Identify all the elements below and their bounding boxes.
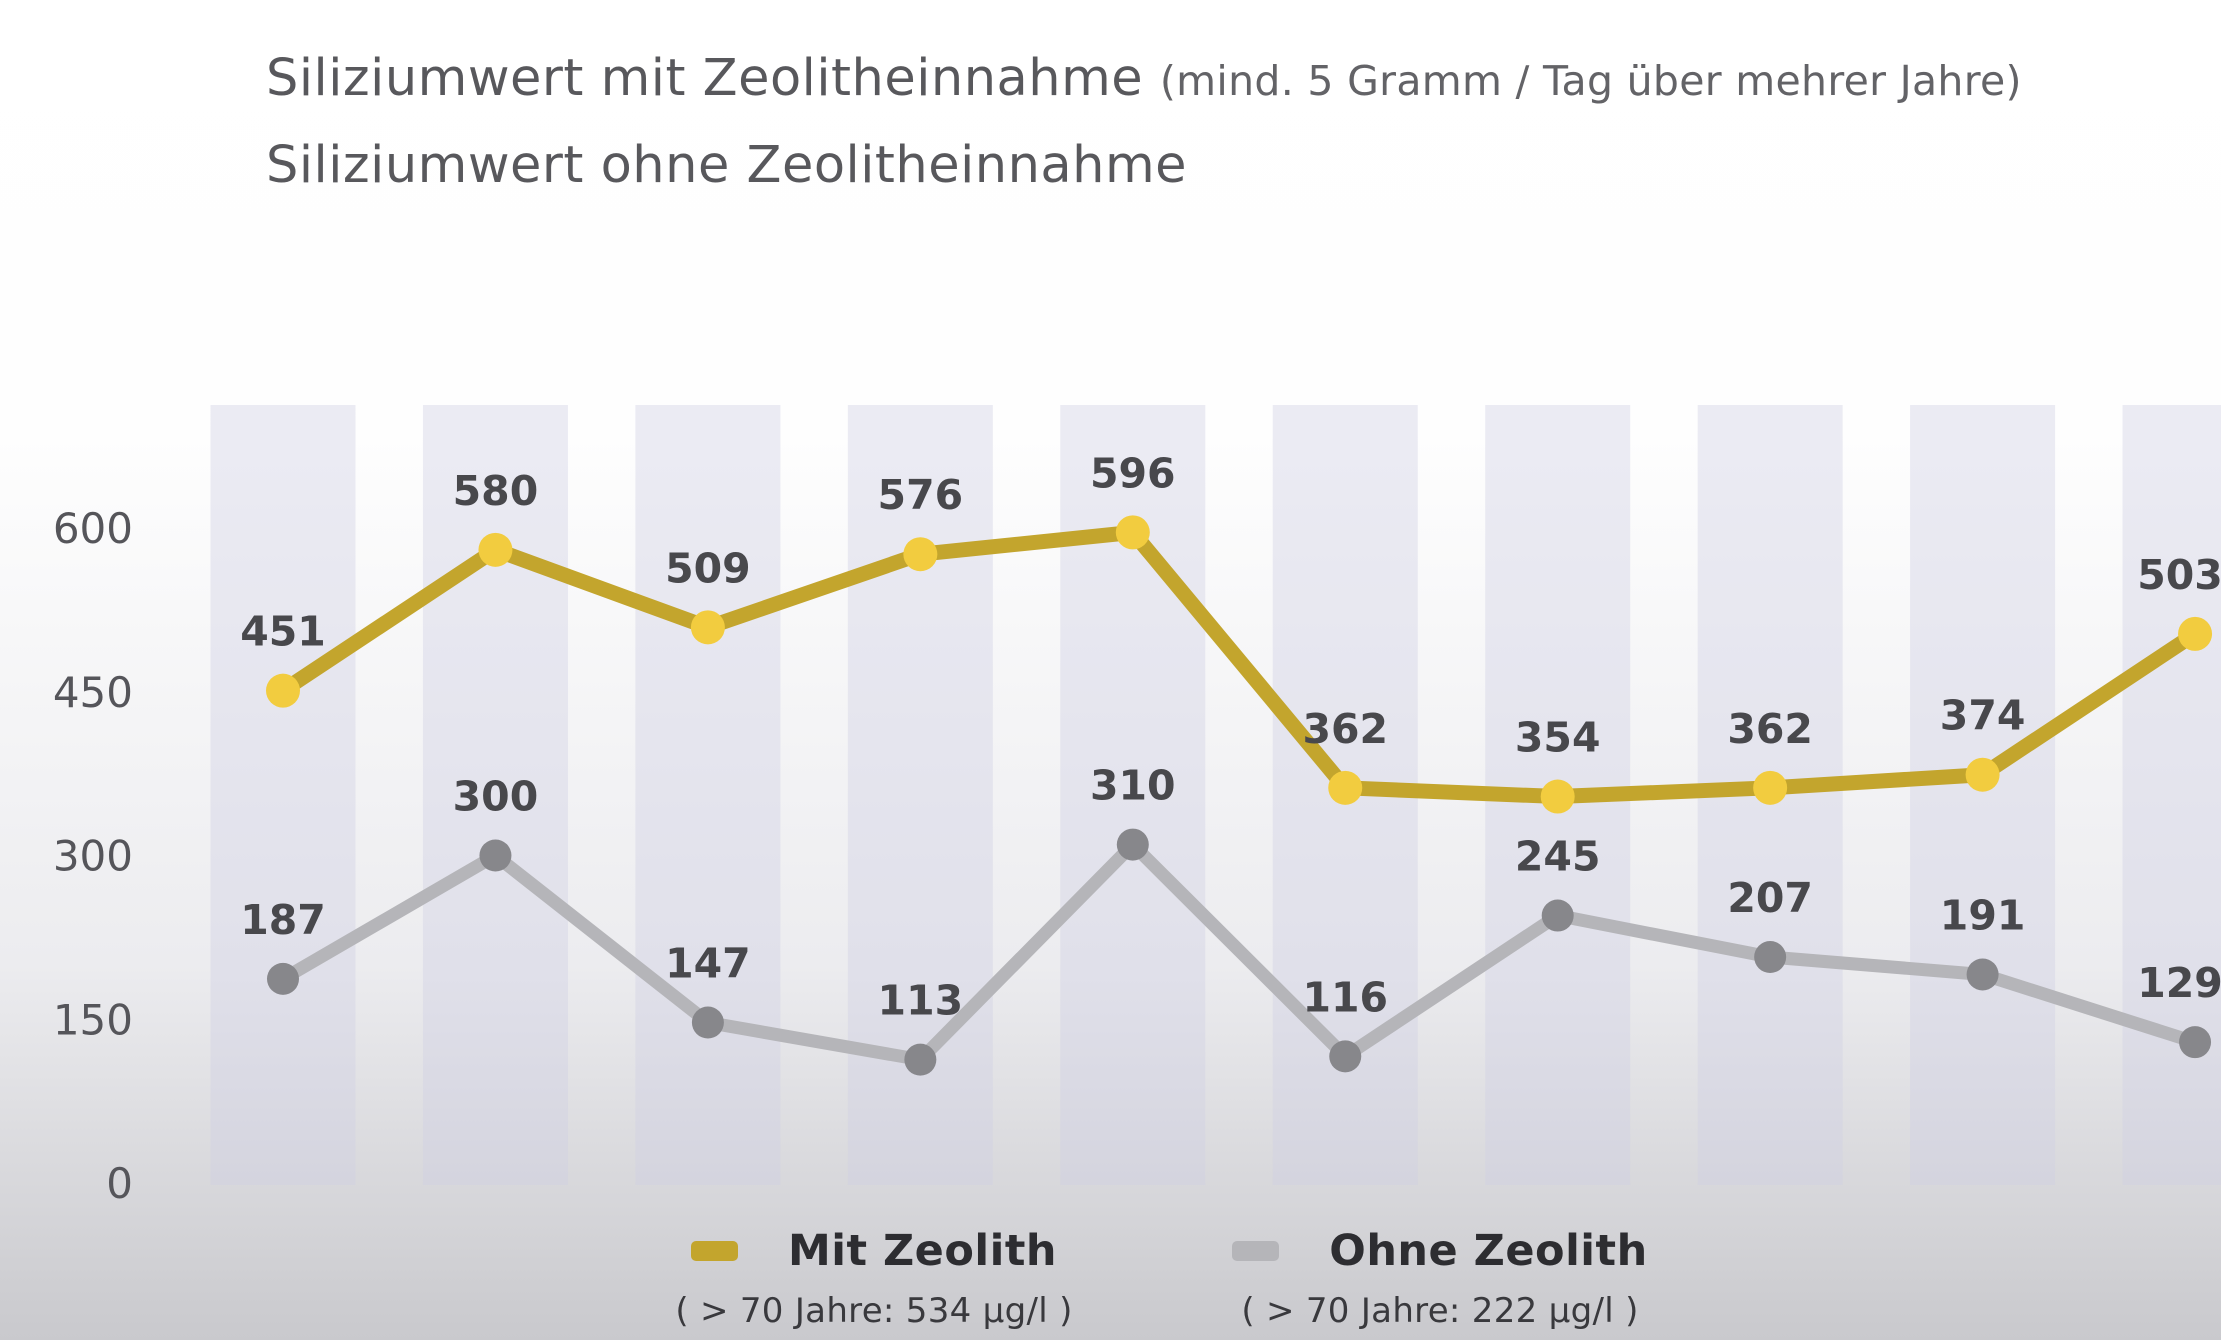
plot-band xyxy=(2122,405,2221,1185)
data-label-mit-zeolith: 596 xyxy=(1090,449,1176,497)
data-point-mit-zeolith xyxy=(903,537,938,572)
data-point-mit-zeolith xyxy=(1328,770,1363,805)
title-line-1-note: (mind. 5 Gramm / Tag über mehrer Jahre) xyxy=(1159,57,2022,105)
data-point-ohne-zeolith xyxy=(691,1006,724,1039)
y-axis-tick-label: 450 xyxy=(53,668,133,717)
legend-mit-zeolith: Mit Zeolith ( > 70 Jahre: 534 µg/l ) xyxy=(658,1226,1090,1331)
plot-band xyxy=(1910,405,2056,1185)
data-label-mit-zeolith: 580 xyxy=(453,467,539,515)
data-point-mit-zeolith xyxy=(266,673,300,708)
line-mit-zeolith xyxy=(275,524,2203,805)
data-label-ohne-zeolith: 147 xyxy=(665,940,751,988)
data-point-ohne-zeolith xyxy=(2179,1026,2212,1059)
title-line-2: Siliziumwert ohne Zeolitheinnahme xyxy=(266,135,1188,195)
data-label-ohne-zeolith: 187 xyxy=(240,896,326,944)
legend-label-ohne-zeolith: Ohne Zeolith xyxy=(1329,1226,1648,1276)
chart-titles: Siliziumwert mit Zeolitheinnahme (mind. … xyxy=(266,36,2022,209)
data-point-mit-zeolith xyxy=(1540,779,1575,814)
data-label-mit-zeolith: 451 xyxy=(240,608,326,656)
legend-label-mit-zeolith: Mit Zeolith xyxy=(787,1226,1058,1276)
legend-row-mit-zeolith: Mit Zeolith xyxy=(690,1226,1058,1276)
y-axis-tick-label: 0 xyxy=(106,1159,133,1208)
data-label-mit-zeolith: 362 xyxy=(1302,705,1388,753)
data-point-mit-zeolith xyxy=(1115,515,1150,550)
plot-band xyxy=(635,405,781,1185)
data-label-ohne-zeolith: 116 xyxy=(1302,973,1388,1021)
data-point-ohne-zeolith xyxy=(479,839,512,872)
data-label-mit-zeolith: 503 xyxy=(2137,551,2221,599)
data-point-mit-zeolith xyxy=(478,532,513,567)
line-ohne-zeolith xyxy=(276,838,2202,1067)
data-label-ohne-zeolith: 129 xyxy=(2137,959,2221,1007)
data-point-ohne-zeolith xyxy=(1116,828,1149,861)
data-point-ohne-zeolith xyxy=(1541,899,1574,932)
data-point-mit-zeolith xyxy=(2178,616,2213,651)
legend-row-ohne-zeolith: Ohne Zeolith xyxy=(1232,1226,1647,1276)
y-axis-tick-label: 150 xyxy=(53,995,133,1044)
y-axis-tick-label: 600 xyxy=(53,504,133,553)
data-label-ohne-zeolith: 113 xyxy=(878,977,964,1025)
legend-swatch-mit-zeolith-icon xyxy=(690,1241,738,1261)
data-label-ohne-zeolith: 191 xyxy=(1940,891,2026,939)
title-line-1-main: Siliziumwert mit Zeolitheinnahme xyxy=(266,49,1144,108)
data-label-mit-zeolith: 576 xyxy=(878,471,964,519)
legend-ohne-zeolith: Ohne Zeolith ( > 70 Jahre: 222 µg/l ) xyxy=(1224,1226,1656,1331)
data-label-mit-zeolith: 374 xyxy=(1940,692,2026,740)
data-point-ohne-zeolith xyxy=(904,1043,937,1076)
legend-note-ohne-zeolith: ( > 70 Jahre: 222 µg/l ) xyxy=(1241,1291,1639,1331)
data-point-ohne-zeolith xyxy=(1329,1040,1362,1073)
data-label-mit-zeolith: 362 xyxy=(1727,705,1813,753)
title-line-1: Siliziumwert mit Zeolitheinnahme (mind. … xyxy=(266,36,2022,123)
data-point-ohne-zeolith xyxy=(267,962,299,995)
data-label-mit-zeolith: 354 xyxy=(1515,714,1601,762)
data-label-ohne-zeolith: 207 xyxy=(1727,874,1813,922)
legend-swatch-ohne-zeolith-icon xyxy=(1232,1241,1280,1261)
data-point-ohne-zeolith xyxy=(1966,958,1999,991)
data-point-mit-zeolith xyxy=(690,610,725,645)
data-point-mit-zeolith xyxy=(1753,770,1788,805)
data-point-mit-zeolith xyxy=(1965,757,2000,792)
legend-note-mit-zeolith: ( > 70 Jahre: 534 µg/l ) xyxy=(675,1291,1073,1331)
data-label-mit-zeolith: 509 xyxy=(665,544,751,592)
data-label-ohne-zeolith: 245 xyxy=(1515,833,1601,881)
data-label-ohne-zeolith: 310 xyxy=(1090,762,1176,810)
data-point-ohne-zeolith xyxy=(1754,941,1787,974)
data-label-ohne-zeolith: 300 xyxy=(453,773,539,821)
plot-band xyxy=(210,405,356,1185)
y-axis-tick-label: 300 xyxy=(53,832,133,881)
